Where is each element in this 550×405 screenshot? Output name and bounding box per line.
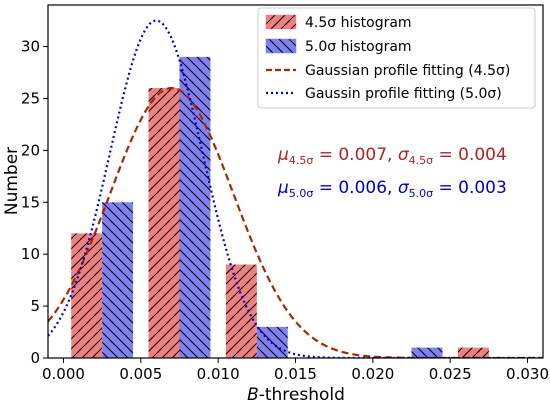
fit-params-annotation-50: μ5.0σ = 0.006, σ5.0σ = 0.003 [277, 178, 507, 200]
x-tick-label: 0.025 [429, 365, 472, 383]
annotation-part: 5.0σ [289, 187, 313, 200]
legend-label-fit-45: Gaussian profile fitting (4.5σ) [305, 63, 510, 79]
y-tick-label: 20 [21, 141, 40, 159]
y-tick-label: 10 [21, 245, 40, 263]
bar-50-1 [179, 56, 211, 358]
x-tick-label: 0.030 [506, 365, 549, 383]
ticks-layer: 0.000 0.005 0.010 0.015 0.020 0.025 0.030 0 5 10 1… [21, 38, 549, 383]
legend: 4.5σ histogram 5.0σ histogram Gaussian p… [257, 7, 536, 109]
legend-box [257, 7, 536, 109]
annotation-part: 5.0σ [409, 187, 433, 200]
legend-swatch-hist-50 [265, 38, 297, 54]
fit-curve-50 [48, 19, 543, 358]
legend-label-fit-50: Gaussin profile fitting (5.0σ) [305, 86, 502, 102]
annotation-part: σ [398, 145, 410, 165]
x-tick-label: 0.010 [197, 365, 240, 383]
annotation-part: = 0.004 [433, 145, 507, 165]
y-tick-label: 15 [21, 193, 40, 211]
bar-50-0 [102, 202, 134, 358]
x-tick-label: 0.015 [274, 365, 317, 383]
x-tick-label: 0.005 [119, 365, 162, 383]
annotation-part: 4.5σ [409, 154, 433, 167]
legend-label-hist-45: 4.5σ histogram [305, 15, 412, 31]
annotation-part: = 0.006, [313, 178, 398, 198]
bar-45-1 [148, 88, 180, 358]
x-tick-label: 0.020 [351, 365, 394, 383]
x-axis-label: B-threshold [247, 385, 345, 405]
x-tick-label: 0.000 [42, 365, 85, 383]
fit-curve-45 [48, 86, 543, 358]
bar-45-2 [225, 264, 257, 358]
y-axis-label: Number [2, 147, 22, 215]
legend-label-hist-50: 5.0σ histogram [305, 39, 412, 55]
y-tick-label: 0 [30, 349, 40, 367]
annotation-part: μ [277, 178, 289, 198]
annotation-part: σ [398, 178, 410, 198]
bar-50-4 [411, 347, 443, 358]
y-tick-label: 25 [21, 89, 40, 107]
annotation-part: 4.5σ [289, 154, 313, 167]
y-tick-label: 5 [30, 297, 40, 315]
fit-params-annotation-45: μ4.5σ = 0.007, σ4.5σ = 0.004 [277, 145, 507, 167]
legend-swatch-hist-45 [265, 14, 297, 30]
y-tick-label: 30 [21, 38, 40, 56]
bar-45-5 [457, 347, 489, 358]
annotation-part: = 0.007, [313, 145, 398, 165]
annotation-part: μ [277, 145, 289, 165]
annotation-part: = 0.003 [433, 178, 507, 198]
curves-layer [48, 19, 543, 358]
x-axis-label-italic: B [247, 385, 259, 405]
x-axis-label-rest: -threshold [259, 385, 345, 405]
